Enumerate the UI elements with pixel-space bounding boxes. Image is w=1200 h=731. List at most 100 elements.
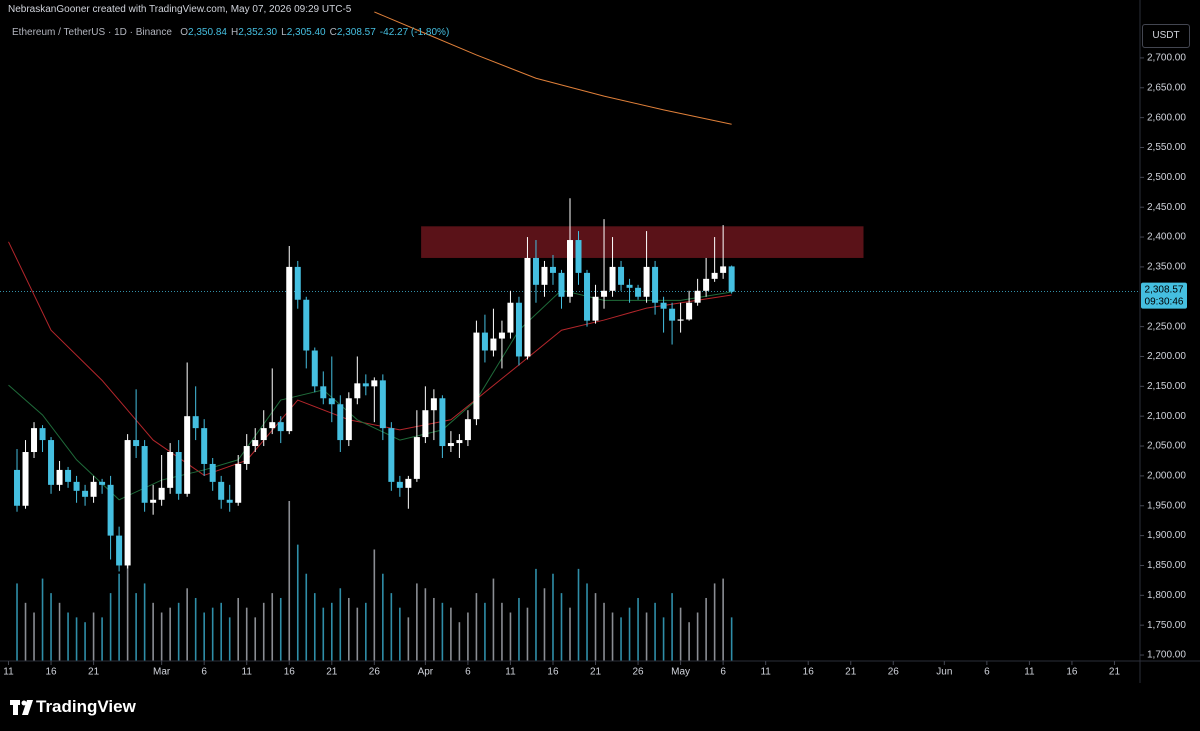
- candle-body: [575, 240, 582, 273]
- volume-bar: [143, 583, 146, 661]
- volume-bar: [722, 578, 724, 661]
- candle-body: [90, 481, 97, 497]
- candle-body: [643, 266, 650, 297]
- volume-bar: [671, 593, 673, 661]
- x-tick-label: 11: [1024, 667, 1035, 678]
- volume-bar: [509, 612, 512, 661]
- candle-body: [303, 299, 310, 351]
- volume-bar: [365, 602, 367, 661]
- candle-body: [618, 266, 625, 285]
- volume-bar: [688, 622, 690, 661]
- volume-bar: [577, 568, 580, 661]
- volume-bar: [126, 554, 129, 661]
- volume-bar: [203, 612, 205, 661]
- volume-bar: [330, 602, 333, 661]
- y-tick-label: 2,100.00: [1147, 411, 1186, 422]
- legend-key: H: [230, 27, 239, 38]
- volume-bar: [390, 593, 393, 661]
- candle-body: [158, 487, 165, 500]
- x-tick-label: Jun: [936, 667, 952, 678]
- y-tick-label: 2,550.00: [1147, 142, 1186, 153]
- volume-bar: [296, 544, 299, 661]
- x-tick-label: 16: [803, 667, 815, 678]
- x-tick-label: 11: [3, 667, 14, 678]
- candle-body: [507, 302, 514, 333]
- x-tick-label: Apr: [418, 667, 434, 678]
- legend-key: L: [281, 27, 287, 38]
- candle-body: [311, 350, 318, 387]
- x-tick-label: 16: [45, 667, 57, 678]
- volume-bar: [382, 573, 384, 661]
- volume-bar: [433, 597, 435, 661]
- candle-body: [660, 302, 667, 309]
- candle-body: [635, 287, 642, 297]
- resistance-zone: [421, 226, 864, 258]
- currency-button[interactable]: USDT: [1142, 24, 1190, 48]
- candle-body: [124, 440, 131, 566]
- volume-bar: [67, 612, 69, 661]
- volume-bar: [730, 617, 733, 661]
- volume-bar: [552, 573, 554, 661]
- volume-bar: [135, 593, 137, 661]
- candle-body: [532, 257, 539, 285]
- y-tick-label: 2,050.00: [1147, 441, 1186, 452]
- volume-bar: [237, 597, 240, 661]
- volume-bar: [696, 612, 699, 661]
- volume-bar: [560, 593, 563, 661]
- candle-body: [626, 284, 633, 288]
- volume-bar: [492, 578, 495, 661]
- legend-change: -42.27 (-1.80%): [379, 27, 450, 38]
- last-price-box: [1141, 282, 1187, 309]
- candle-body: [473, 332, 480, 420]
- volume-bar: [339, 588, 342, 661]
- candle-body: [609, 266, 616, 291]
- x-tick-label: 11: [242, 667, 253, 678]
- volume-bar: [305, 573, 308, 661]
- volume-bar: [356, 607, 359, 661]
- candle-body: [430, 398, 437, 411]
- candle-body: [31, 428, 38, 453]
- x-tick-label: 21: [88, 667, 100, 678]
- volume-bar: [33, 612, 35, 661]
- volume-bar: [211, 607, 214, 661]
- candle-body: [209, 463, 216, 482]
- volume-bar: [16, 583, 18, 661]
- candle-body: [728, 266, 735, 292]
- volume-bar: [194, 597, 197, 661]
- candle-body: [396, 481, 403, 488]
- legend-value: 2,352.30: [238, 27, 278, 38]
- candle-body: [601, 290, 608, 297]
- candle-body: [116, 535, 123, 566]
- candle-body: [243, 446, 250, 464]
- candle-body: [133, 440, 140, 447]
- volume-bar: [373, 549, 376, 661]
- candle-body: [22, 452, 29, 506]
- volume-bar: [484, 602, 486, 661]
- y-tick-label: 1,800.00: [1147, 590, 1186, 601]
- candle-body: [549, 266, 556, 273]
- candle-body: [703, 278, 710, 291]
- legend-value: 2,308.57: [336, 27, 376, 38]
- candle-body: [337, 404, 344, 441]
- candle-body: [720, 266, 727, 273]
- x-tick-label: 16: [1066, 667, 1078, 678]
- volume-bar: [569, 607, 571, 661]
- legend-key: O: [180, 27, 189, 38]
- candle-body: [371, 380, 378, 387]
- candle-body: [218, 481, 225, 500]
- volume-bar: [407, 617, 410, 661]
- volume-bar: [313, 593, 316, 661]
- candle-body: [439, 398, 446, 447]
- candle-body: [686, 302, 693, 320]
- x-tick-label: Mar: [153, 667, 171, 678]
- y-tick-label: 2,200.00: [1147, 351, 1186, 362]
- volume-bar: [543, 588, 546, 661]
- volume-bar: [101, 617, 103, 661]
- candle-body: [56, 469, 63, 485]
- candle-body: [464, 419, 471, 441]
- candle-body: [388, 428, 395, 482]
- volume-bar: [41, 578, 44, 661]
- volume-bar: [92, 612, 95, 661]
